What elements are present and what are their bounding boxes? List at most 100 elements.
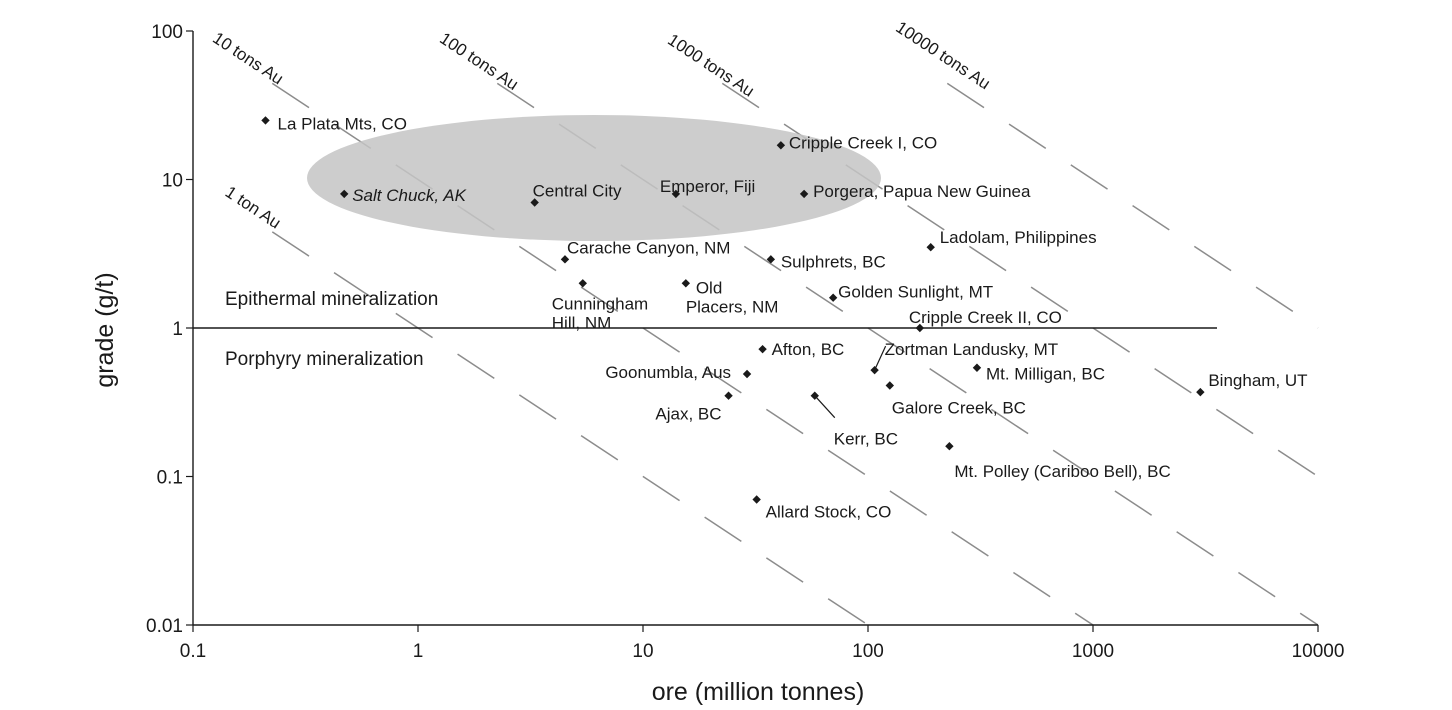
leader-line — [874, 345, 887, 371]
data-point: Old Placers, NM — [681, 278, 779, 316]
y-tick-label: 1 — [172, 319, 183, 340]
shaded-ellipse — [307, 115, 881, 241]
data-point: Cripple Creek I, CO — [776, 133, 937, 152]
point-marker — [681, 279, 691, 288]
point-label: Galore Creek, BC — [892, 399, 1026, 418]
data-point: Salt Chuck, AK — [340, 186, 467, 205]
point-label: Ladolam, Philippines — [940, 228, 1097, 247]
x-tick-label: 1 — [413, 641, 424, 662]
data-point: La Plata Mts, CO — [261, 114, 407, 133]
data-point: Kerr, BC — [810, 391, 898, 449]
data-point: Allard Stock, CO — [752, 495, 892, 522]
point-label: Emperor, Fiji — [660, 177, 755, 196]
axes: 0.1 1 10 100 1000 10000 0.01 0.1 1 10 100 — [146, 22, 1344, 662]
data-point: Cripple Creek II, CO — [909, 308, 1062, 333]
point-marker — [915, 323, 925, 333]
data-point: Central City — [530, 182, 622, 207]
point-marker — [810, 391, 819, 400]
point-marker — [752, 495, 761, 504]
point-label: Bingham, UT — [1208, 371, 1307, 390]
point-marker — [870, 365, 879, 375]
point-label: Porgera, Papua New Guinea — [813, 182, 1031, 201]
x-tick-label: 10000 — [1292, 641, 1345, 662]
data-point: Porgera, Papua New Guinea — [799, 182, 1031, 201]
point-marker — [340, 189, 349, 199]
leader-line — [814, 395, 836, 419]
point-marker — [945, 441, 954, 451]
y-tick-label: 10 — [162, 171, 183, 192]
point-marker — [885, 381, 895, 390]
data-point: Goonumbla, Aus — [605, 363, 752, 382]
epithermal-field — [307, 115, 881, 241]
data-point: Afton, BC — [758, 340, 844, 359]
point-label: Cunningham Hill, NM — [552, 294, 648, 332]
point-label: Old Placers, NM — [686, 278, 779, 316]
point-label: Golden Sunlight, MT — [838, 283, 993, 302]
point-label: Kerr, BC — [834, 430, 898, 449]
x-tick-label: 100 — [852, 641, 884, 662]
point-marker — [776, 141, 786, 150]
point-label: Central City — [533, 182, 622, 201]
data-point: Golden Sunlight, MT — [828, 283, 993, 302]
point-marker — [724, 391, 733, 400]
point-label: Cripple Creek II, CO — [909, 308, 1062, 327]
contour-label: 1000 tons Au — [664, 30, 757, 101]
contour-lines: 1 ton Au 10 tons Au 100 tons Au 1000 tons A… — [209, 18, 1319, 626]
data-point: Cunningham Hill, NM — [552, 279, 648, 332]
contour-label: 1 ton Au — [222, 182, 285, 232]
point-marker — [766, 255, 776, 264]
data-point: Mt. Polley (Cariboo Bell), BC — [945, 441, 1171, 481]
point-marker — [1196, 387, 1205, 397]
point-marker — [560, 255, 570, 264]
point-marker — [261, 116, 270, 125]
data-point: Emperor, Fiji — [660, 177, 755, 199]
y-axis-title: grade (g/t) — [91, 272, 119, 387]
data-point: Zortman Landusky, MT — [870, 340, 1059, 375]
point-label: Cripple Creek I, CO — [789, 133, 937, 152]
region-label-epithermal: Epithermal mineralization — [225, 289, 438, 310]
point-label: Mt. Polley (Cariboo Bell), BC — [954, 462, 1170, 481]
contour-label: 10000 tons Au — [892, 18, 993, 94]
point-label: Afton, BC — [772, 340, 845, 359]
x-tick-label: 10 — [632, 641, 653, 662]
point-label: Salt Chuck, AK — [352, 186, 466, 205]
point-marker — [926, 243, 935, 252]
point-marker — [578, 279, 587, 288]
point-marker — [972, 363, 982, 372]
x-tick-label: 0.1 — [180, 641, 206, 662]
contour-label: 10 tons Au — [209, 28, 287, 88]
point-marker — [828, 293, 838, 302]
x-tick-label: 1000 — [1072, 641, 1114, 662]
point-label: La Plata Mts, CO — [277, 114, 406, 133]
point-marker — [671, 189, 681, 199]
point-label: Carache Canyon, NM — [567, 238, 730, 257]
region-label-porphyry: Porphyry mineralization — [225, 349, 424, 370]
data-point: Galore Creek, BC — [885, 381, 1026, 418]
point-label: Mt. Milligan, BC — [986, 365, 1105, 384]
contour-line — [946, 82, 1319, 329]
data-point: Bingham, UT — [1196, 371, 1308, 397]
data-point: Ladolam, Philippines — [926, 228, 1097, 252]
point-label: Zortman Landusky, MT — [885, 340, 1059, 359]
point-marker — [758, 344, 767, 354]
data-points: La Plata Mts, CO Salt Chuck, AK Central Ci… — [261, 114, 1308, 522]
data-point: Sulphrets, BC — [766, 252, 886, 271]
point-label: Ajax, BC — [655, 405, 721, 424]
y-tick-label: 100 — [151, 22, 183, 43]
point-marker — [799, 189, 809, 199]
y-tick-label: 0.01 — [146, 616, 183, 637]
contour-line — [271, 231, 869, 626]
point-label: Allard Stock, CO — [766, 503, 892, 522]
data-point: Ajax, BC — [655, 391, 733, 424]
regions: Epithermal mineralization Porphyry minera… — [193, 289, 1217, 370]
point-marker — [530, 198, 539, 207]
contour-label: 100 tons Au — [436, 29, 521, 94]
point-marker — [742, 369, 752, 379]
point-label: Goonumbla, Aus — [605, 363, 731, 382]
data-point: Carache Canyon, NM — [560, 238, 730, 264]
point-label: Sulphrets, BC — [781, 252, 886, 271]
x-axis-title: ore (million tonnes) — [652, 678, 865, 706]
data-point: Mt. Milligan, BC — [972, 363, 1105, 384]
y-tick-label: 0.1 — [157, 468, 183, 489]
